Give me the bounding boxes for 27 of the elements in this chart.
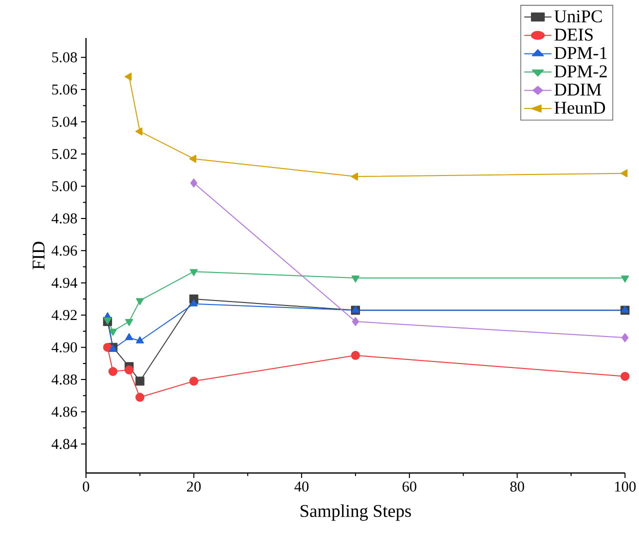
y-axis-title: FID <box>32 242 44 270</box>
x-axis-title: Sampling Steps <box>300 504 411 521</box>
x-tick-label: 0 <box>82 482 90 492</box>
legend-label: DEIS <box>554 28 593 41</box>
y-tick-label: 5.04 <box>52 116 78 127</box>
x-tick-label: 100 <box>615 482 636 492</box>
legend-label: DDIM <box>554 84 602 96</box>
x-tick-label: 20 <box>186 482 201 492</box>
legend-label: HeunD <box>554 102 606 114</box>
x-tick-label: 60 <box>402 482 416 492</box>
y-tick-label: 5.06 <box>52 84 78 95</box>
x-tick-label: 80 <box>510 482 524 492</box>
y-tick-label: 4.88 <box>52 374 77 385</box>
legend-label: DPM-2 <box>554 65 607 78</box>
y-tick-label: 5.08 <box>52 52 77 62</box>
y-tick-label: 4.94 <box>52 278 78 288</box>
y-tick-label: 4.90 <box>52 342 77 352</box>
legend-label: UniPC <box>554 10 602 22</box>
y-tick-label: 4.96 <box>52 246 78 256</box>
x-tick-label: 40 <box>294 482 309 492</box>
legend-label: DPM-1 <box>554 47 607 59</box>
y-tick-label: 4.98 <box>52 213 77 224</box>
y-tick-label: 4.84 <box>52 438 78 450</box>
y-tick-label: 5.02 <box>52 148 77 160</box>
y-tick-label: 4.86 <box>52 406 78 417</box>
y-tick-label: 5.00 <box>52 181 77 192</box>
y-tick-label: 4.92 <box>52 310 77 320</box>
